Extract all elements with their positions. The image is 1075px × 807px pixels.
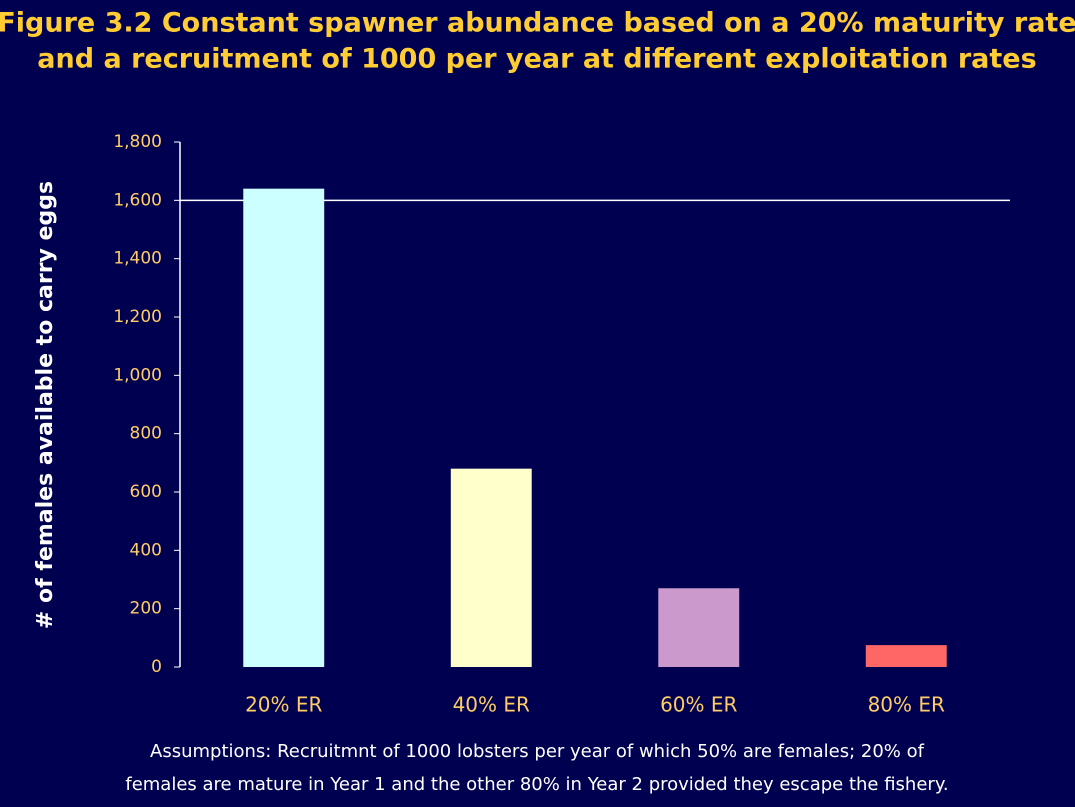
chart-title: and a recruitment of 1000 per year at di…	[37, 44, 1036, 75]
y-tick-label: 200	[130, 599, 162, 619]
y-tick-label: 1,200	[113, 307, 162, 327]
x-tick-label: 60% ER	[660, 693, 737, 717]
y-tick-label: 1,800	[113, 132, 162, 152]
chart-title: Figure 3.2 Constant spawner abundance ba…	[0, 8, 1075, 39]
bar	[658, 588, 740, 667]
footnote: females are mature in Year 1 and the oth…	[125, 774, 948, 795]
y-axis-label: # of females available to carry eggs	[33, 181, 58, 629]
y-tick-label: 1,000	[113, 365, 162, 385]
x-tick-label: 20% ER	[245, 693, 322, 717]
y-tick-label: 400	[130, 540, 162, 560]
footnote: Assumptions: Recruitmnt of 1000 lobsters…	[150, 741, 925, 762]
bar	[865, 645, 947, 667]
bar	[243, 188, 325, 667]
bar	[450, 468, 532, 667]
y-tick-label: 600	[130, 482, 162, 502]
y-tick-label: 1,400	[113, 249, 162, 269]
y-tick-label: 0	[151, 657, 162, 677]
x-tick-label: 80% ER	[868, 693, 945, 717]
y-tick-label: 1,600	[113, 190, 162, 210]
y-tick-label: 800	[130, 424, 162, 444]
x-tick-label: 40% ER	[453, 693, 530, 717]
